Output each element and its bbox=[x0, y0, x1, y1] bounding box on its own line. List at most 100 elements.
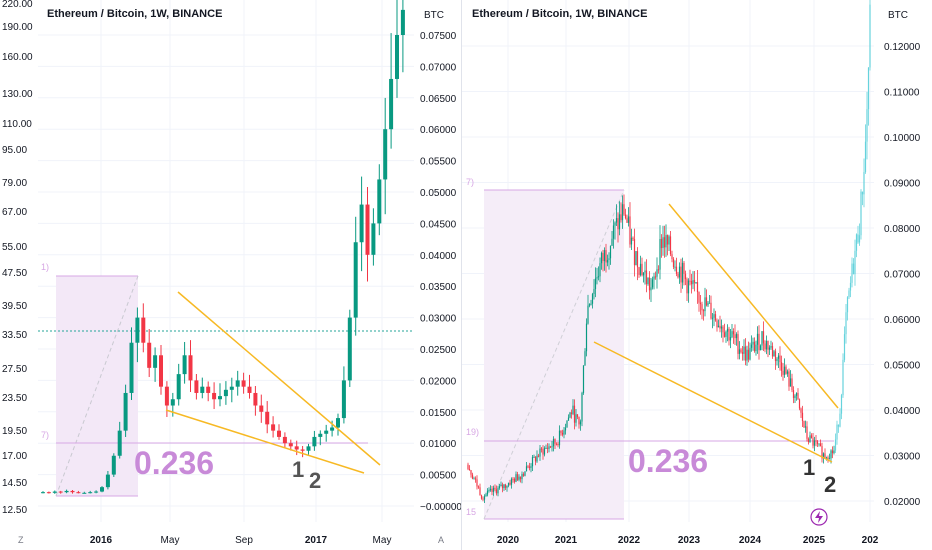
candle-body bbox=[52, 491, 57, 493]
left-tick-label: 190.00 bbox=[2, 22, 33, 33]
candle-body bbox=[791, 378, 793, 391]
candle-body bbox=[786, 371, 789, 374]
right-tick-label: 0.04500 bbox=[420, 219, 457, 230]
candle-body bbox=[141, 317, 146, 343]
candle-body bbox=[546, 447, 549, 449]
candle-body bbox=[855, 234, 858, 251]
candle-body bbox=[744, 346, 747, 361]
candle-body bbox=[639, 263, 642, 275]
candle-body bbox=[570, 412, 573, 414]
candle-body bbox=[543, 448, 546, 455]
candle-body bbox=[851, 263, 853, 283]
candle-body bbox=[608, 258, 610, 260]
candle-body bbox=[737, 334, 739, 354]
candle-body bbox=[549, 446, 552, 448]
candle-body bbox=[88, 492, 93, 494]
right-tick-label: 0.07000 bbox=[420, 62, 457, 73]
candle-body bbox=[840, 395, 843, 414]
right-tick-label: 0.02500 bbox=[420, 345, 457, 356]
candle-body bbox=[635, 251, 637, 266]
candle-body bbox=[488, 490, 490, 492]
candle-body bbox=[660, 238, 663, 249]
candle-body bbox=[740, 349, 742, 353]
candle-body bbox=[76, 492, 81, 494]
candle-body bbox=[575, 414, 577, 423]
fib-top-tag: 1) bbox=[41, 262, 49, 272]
candle-body bbox=[719, 325, 721, 329]
candle-body bbox=[762, 331, 765, 344]
candle-body bbox=[534, 456, 537, 462]
candle-body bbox=[545, 447, 547, 449]
candle-body bbox=[804, 426, 807, 428]
candle-body bbox=[692, 280, 694, 285]
candle-body bbox=[515, 474, 517, 482]
candle-body bbox=[767, 340, 769, 350]
candle-body bbox=[644, 270, 646, 273]
candle-body bbox=[247, 386, 252, 393]
candle-body bbox=[705, 297, 708, 306]
candle-body bbox=[806, 426, 808, 439]
candle-body bbox=[537, 455, 540, 457]
left-tick-label: 39.50 bbox=[2, 301, 27, 312]
candle-body bbox=[647, 277, 649, 285]
fib-diagonal bbox=[483, 189, 625, 520]
candle-body bbox=[581, 392, 583, 422]
candle-body bbox=[684, 273, 687, 280]
right-tick-label: 0.03500 bbox=[420, 282, 457, 293]
candle-body bbox=[753, 341, 756, 352]
candle-body bbox=[722, 326, 724, 333]
candle-body bbox=[848, 290, 850, 298]
candle-body bbox=[563, 430, 565, 435]
candle-body bbox=[330, 427, 335, 431]
left-tick-label: 79.00 bbox=[2, 178, 27, 189]
candle-body bbox=[389, 78, 394, 130]
candle-body bbox=[377, 179, 382, 224]
left-tick-label: 23.50 bbox=[2, 393, 27, 404]
candle-body bbox=[785, 366, 787, 374]
candle-body bbox=[552, 438, 555, 447]
candle-body bbox=[564, 427, 567, 431]
right-tick-label: 0.03000 bbox=[884, 452, 921, 463]
candle-body bbox=[486, 490, 489, 495]
candle-body bbox=[259, 405, 264, 412]
candle-body bbox=[807, 438, 810, 442]
candle-body bbox=[282, 436, 287, 444]
candle-body bbox=[485, 494, 487, 497]
candle-body bbox=[621, 204, 624, 221]
lightning-bolt-icon bbox=[815, 511, 823, 523]
x-tick-label: May bbox=[373, 535, 392, 546]
candle-body bbox=[846, 297, 849, 313]
candle-body bbox=[569, 412, 571, 418]
candle-body bbox=[858, 235, 861, 243]
candle-body bbox=[470, 470, 472, 475]
candle-body bbox=[809, 435, 811, 442]
candle-body bbox=[620, 214, 622, 221]
right-tick-label: 0.02000 bbox=[884, 497, 921, 508]
x-tick-label: 2024 bbox=[739, 535, 762, 546]
left-tick-label: 95.00 bbox=[2, 145, 27, 156]
fib-top-tag: 7) bbox=[466, 177, 474, 187]
wave-label-1: 1 bbox=[803, 455, 815, 480]
candle-body bbox=[504, 484, 507, 488]
candle-body bbox=[723, 332, 726, 337]
candle-body bbox=[265, 411, 270, 425]
candle-body bbox=[866, 109, 868, 142]
candle-body bbox=[557, 444, 559, 446]
wedge-lower-line bbox=[593, 341, 833, 463]
candle-body bbox=[271, 424, 276, 431]
candle-body bbox=[738, 349, 741, 354]
left-chart-panel: 0.07500 0.07000 0.06500 0.06000 0.05500 0.050… bbox=[0, 0, 461, 550]
candle-body bbox=[816, 441, 819, 444]
left-tick-label: 160.00 bbox=[2, 52, 33, 63]
candle-body bbox=[642, 272, 645, 276]
candle-body bbox=[480, 495, 483, 499]
candle-body bbox=[312, 436, 317, 447]
candle-body bbox=[507, 482, 510, 486]
candle-body bbox=[746, 349, 748, 361]
candle-body bbox=[618, 214, 621, 230]
candle-body bbox=[540, 448, 543, 450]
wave-label-2: 2 bbox=[309, 468, 321, 493]
candle-body bbox=[759, 345, 762, 351]
candle-body bbox=[594, 278, 597, 290]
candle-body bbox=[468, 469, 471, 471]
